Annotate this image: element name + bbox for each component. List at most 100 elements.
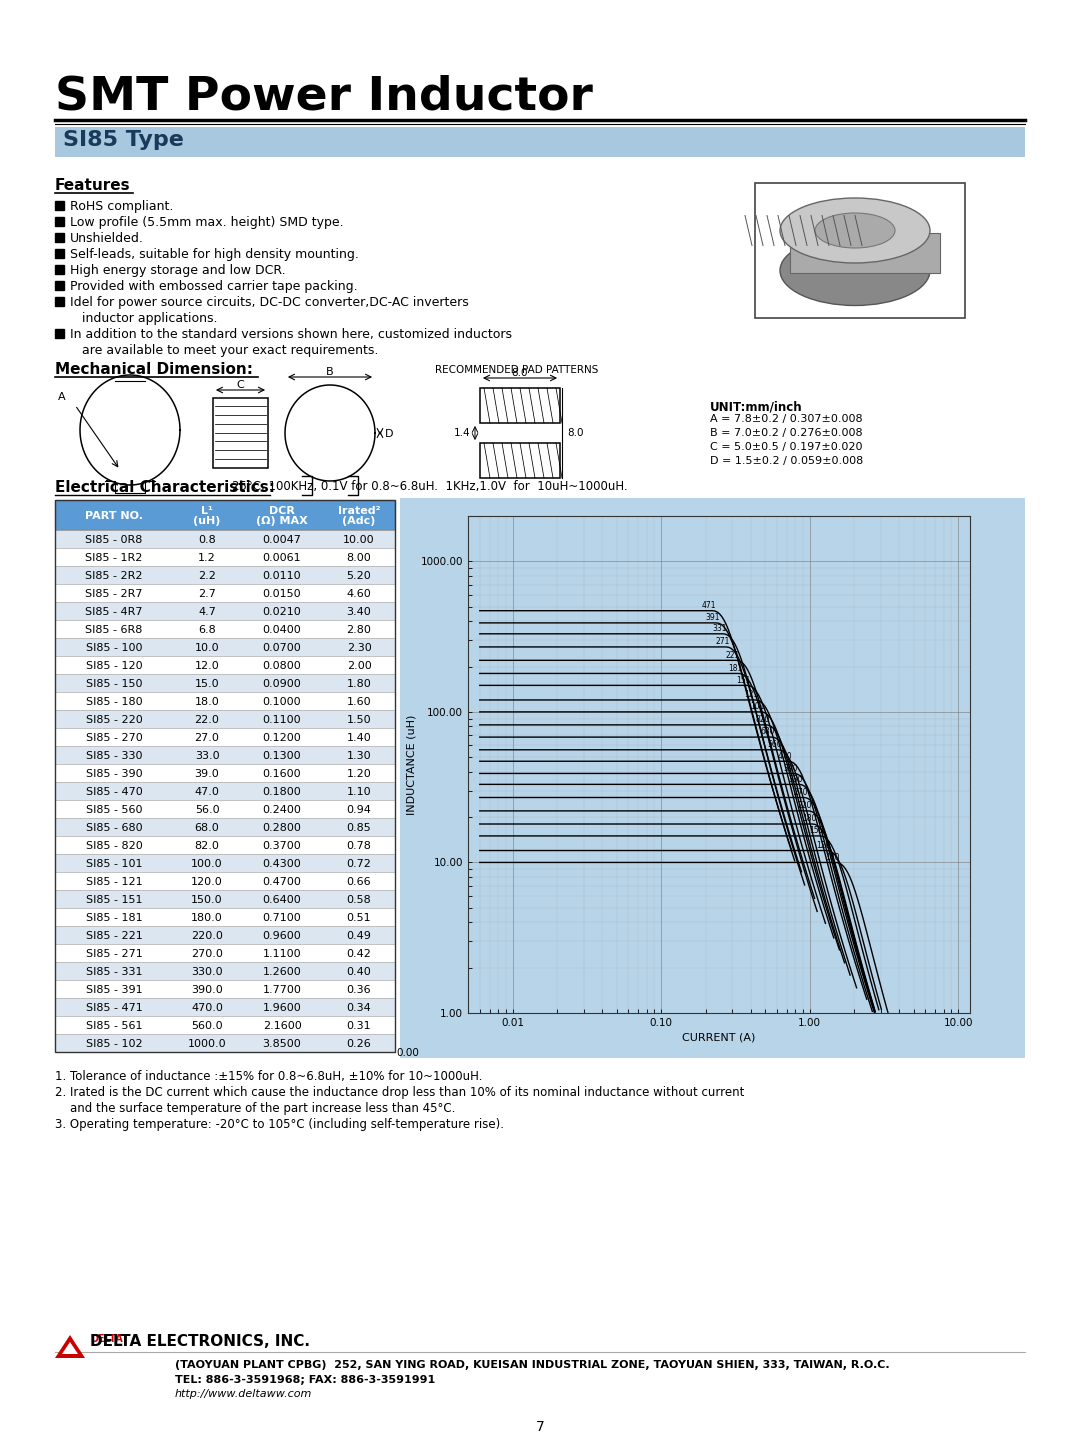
Text: 100: 100 (825, 853, 839, 861)
Ellipse shape (815, 213, 895, 247)
Text: 0.40: 0.40 (347, 966, 372, 976)
Bar (400, 498, 1025, 1058)
Text: 82.0: 82.0 (194, 841, 219, 851)
Text: 0.58: 0.58 (347, 894, 372, 905)
Bar (55, 584, 395, 603)
Bar (55, 800, 395, 818)
Bar (55, 265, 64, 275)
Bar (55, 854, 395, 871)
Bar (55, 907, 395, 926)
Text: DCR: DCR (269, 506, 295, 516)
Text: are available to meet your exact requirements.: are available to meet your exact require… (70, 344, 378, 357)
Text: 1000.0: 1000.0 (188, 1040, 227, 1048)
Polygon shape (55, 1334, 85, 1357)
Bar (55, 871, 395, 890)
Text: 5.20: 5.20 (347, 571, 372, 581)
Text: RECOMMENDED PAD PATTERNS: RECOMMENDED PAD PATTERNS (435, 365, 598, 375)
Text: 0.4700: 0.4700 (262, 877, 301, 887)
Bar (55, 674, 395, 692)
Text: 820: 820 (755, 715, 770, 725)
Text: 2.2: 2.2 (198, 571, 216, 581)
Bar (55, 656, 395, 674)
Text: SI85 - 390: SI85 - 390 (85, 769, 143, 779)
Text: 0.1300: 0.1300 (262, 751, 301, 761)
Text: SI85 - 220: SI85 - 220 (85, 715, 143, 725)
Text: 1.4: 1.4 (454, 429, 470, 439)
Bar (55, 890, 395, 907)
Text: 68.0: 68.0 (194, 823, 219, 833)
Text: 0.0800: 0.0800 (262, 661, 301, 672)
Text: 180: 180 (801, 814, 816, 824)
Text: SI85 - 680: SI85 - 680 (85, 823, 143, 833)
Text: 101: 101 (751, 702, 765, 712)
Text: Mechanical Dimension:: Mechanical Dimension: (55, 362, 253, 377)
Text: SI85 - 271: SI85 - 271 (85, 949, 143, 959)
Text: 270: 270 (793, 788, 808, 797)
Text: DELTA ELECTRONICS, INC.: DELTA ELECTRONICS, INC. (90, 1334, 310, 1349)
Bar (55, 620, 395, 638)
Text: 1.2600: 1.2600 (262, 966, 301, 976)
Text: 2.1600: 2.1600 (262, 1021, 301, 1031)
Bar (55, 217, 64, 226)
Text: 181: 181 (728, 664, 742, 673)
Text: 0.49: 0.49 (347, 930, 372, 940)
Bar (480, 443, 561, 477)
Text: 6.8: 6.8 (198, 626, 216, 636)
Text: 221: 221 (726, 650, 740, 660)
Text: 10.0: 10.0 (194, 643, 219, 653)
Text: 8.00: 8.00 (347, 554, 372, 564)
Text: A: A (58, 393, 66, 403)
Text: 27.0: 27.0 (194, 733, 219, 743)
Text: SI85 - 120: SI85 - 120 (85, 661, 143, 672)
Text: B = 7.0±0.2 / 0.276±0.008: B = 7.0±0.2 / 0.276±0.008 (710, 429, 863, 439)
Text: SI85 - 391: SI85 - 391 (85, 985, 143, 995)
Text: Provided with embossed carrier tape packing.: Provided with embossed carrier tape pack… (70, 280, 357, 293)
Text: SI85 - 0R8: SI85 - 0R8 (85, 535, 143, 545)
Text: SI85 - 101: SI85 - 101 (85, 858, 143, 869)
Text: B: B (326, 367, 334, 377)
Text: SI85 - 1R2: SI85 - 1R2 (85, 554, 143, 564)
Text: UNIT:mm/inch: UNIT:mm/inch (710, 400, 802, 413)
Text: SI85 - 121: SI85 - 121 (85, 877, 143, 887)
Text: 560.0: 560.0 (191, 1021, 222, 1031)
Text: 1.60: 1.60 (347, 697, 372, 707)
Text: 0.1100: 0.1100 (262, 715, 301, 725)
Text: Irated²: Irated² (338, 506, 380, 516)
Text: 3.40: 3.40 (347, 607, 372, 617)
Text: 0.66: 0.66 (347, 877, 372, 887)
Text: 180.0: 180.0 (191, 913, 222, 923)
Bar (55, 782, 395, 800)
Text: 0.0110: 0.0110 (262, 571, 301, 581)
Bar (55, 926, 395, 943)
Text: 0.0900: 0.0900 (262, 679, 301, 689)
Bar (755, 183, 966, 318)
Text: SI85 - 181: SI85 - 181 (85, 913, 143, 923)
Text: 0.78: 0.78 (347, 841, 372, 851)
Text: 1.7700: 1.7700 (262, 985, 301, 995)
Bar (55, 710, 395, 728)
Text: Low profile (5.5mm max. height) SMD type.: Low profile (5.5mm max. height) SMD type… (70, 216, 343, 229)
Text: 0.3700: 0.3700 (262, 841, 301, 851)
Text: RoHS compliant.: RoHS compliant. (70, 200, 174, 213)
Bar (213, 398, 268, 467)
Bar (55, 638, 395, 656)
Text: 25°C, 100KHz, 0.1V for 0.8~6.8uH.  1KHz,1.0V  for  10uH~1000uH.: 25°C, 100KHz, 0.1V for 0.8~6.8uH. 1KHz,1… (232, 480, 627, 493)
Text: 3. Operating temperature: -20°C to 105°C (including self-temperature rise).: 3. Operating temperature: -20°C to 105°C… (55, 1117, 504, 1132)
Text: 680: 680 (761, 728, 775, 736)
Text: 56.0: 56.0 (194, 805, 219, 815)
Text: SI85 - 221: SI85 - 221 (85, 930, 143, 940)
Text: 0.2400: 0.2400 (262, 805, 301, 815)
Text: 7: 7 (536, 1419, 544, 1434)
Text: 390: 390 (783, 764, 798, 772)
Text: Self-leads, suitable for high density mounting.: Self-leads, suitable for high density mo… (70, 247, 359, 262)
Text: inductor applications.: inductor applications. (70, 312, 217, 325)
Text: 0.36: 0.36 (347, 985, 372, 995)
Text: 0.31: 0.31 (347, 1021, 372, 1031)
Text: 4.7: 4.7 (198, 607, 216, 617)
Text: D: D (384, 429, 393, 439)
Text: 0.26: 0.26 (347, 1040, 372, 1048)
Text: DELTA: DELTA (90, 1334, 123, 1345)
Bar (55, 233, 64, 242)
Text: 0.1600: 0.1600 (262, 769, 301, 779)
Text: 12.0: 12.0 (194, 661, 219, 672)
